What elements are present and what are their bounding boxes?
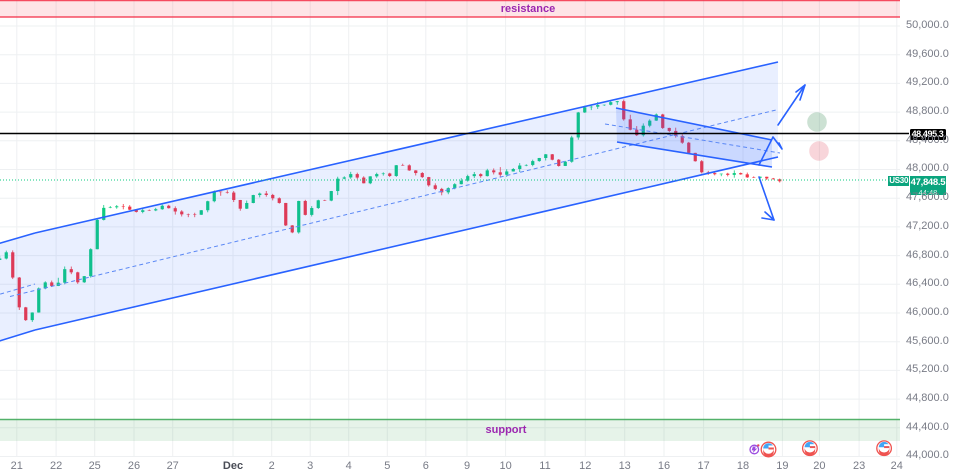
- svg-text:resistance: resistance: [501, 3, 555, 15]
- svg-text:support: support: [486, 424, 527, 436]
